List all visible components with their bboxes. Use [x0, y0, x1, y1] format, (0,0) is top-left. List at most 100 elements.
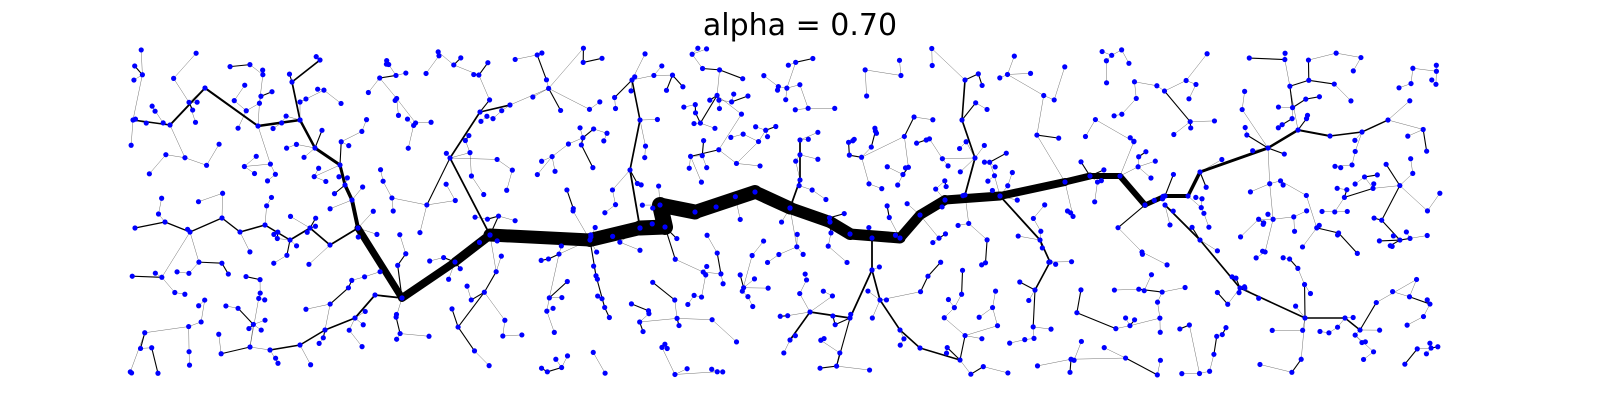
network-edge [691, 53, 703, 69]
network-edge [449, 157, 491, 236]
network-edge [339, 141, 342, 166]
network-edge [1302, 227, 1317, 248]
network-node [866, 367, 873, 373]
network-node [1068, 259, 1075, 265]
network-node [973, 100, 979, 106]
network-node [1127, 135, 1133, 141]
network-node [284, 252, 290, 258]
network-node [485, 60, 491, 66]
network-node [602, 210, 608, 216]
network-edge [313, 146, 342, 167]
network-node [1316, 222, 1322, 228]
network-node [155, 370, 161, 376]
network-node [264, 203, 270, 209]
network-node [728, 134, 734, 140]
network-node [938, 259, 944, 265]
network-edge [1361, 119, 1389, 133]
network-edge [1266, 128, 1300, 150]
network-node [979, 82, 985, 89]
network-edge [992, 290, 996, 308]
network-edge [1129, 317, 1161, 326]
network-node [137, 345, 144, 352]
network-node [128, 370, 135, 376]
network-edge [1422, 128, 1428, 152]
network-node [1405, 133, 1411, 139]
network-edge [1246, 134, 1269, 149]
network-node [1051, 97, 1057, 103]
network-edge [1134, 81, 1158, 87]
network-node [138, 47, 144, 53]
network-node [580, 45, 587, 51]
network-edge [1239, 287, 1306, 319]
network-node [793, 59, 799, 65]
network-edge [264, 205, 267, 226]
network-node [787, 337, 793, 343]
network-node [1332, 163, 1338, 169]
network-edge [313, 164, 341, 177]
network-node [1350, 314, 1356, 321]
network-edge [496, 159, 513, 171]
network-node [405, 145, 411, 151]
network-edge [204, 87, 259, 127]
network-node [805, 105, 811, 111]
network-node [1396, 85, 1402, 91]
network-edge [864, 69, 902, 76]
network-node [1433, 62, 1439, 68]
network-node [1360, 356, 1367, 363]
network-edge [244, 163, 271, 167]
network-node [588, 232, 594, 238]
network-node [271, 260, 277, 266]
network-edge [665, 74, 674, 91]
network-node [338, 139, 344, 145]
network-node [320, 335, 326, 341]
network-edge [1291, 358, 1302, 373]
network-node [319, 127, 325, 133]
network-edge [1185, 53, 1208, 81]
network-node [672, 371, 678, 378]
network-node [1279, 122, 1285, 128]
network-node [865, 288, 871, 294]
network-node [657, 202, 663, 208]
network-node [944, 344, 950, 351]
network-node [577, 125, 583, 131]
network-node [1404, 322, 1410, 328]
network-edge [1134, 81, 1137, 99]
network-edge [978, 307, 993, 318]
network-node [317, 57, 323, 63]
network-node [452, 197, 458, 204]
network-node [1071, 357, 1077, 363]
network-edge [1164, 173, 1174, 197]
network-edge [299, 344, 311, 366]
network-node [172, 289, 178, 296]
network-edge [582, 57, 603, 63]
network-node [981, 142, 987, 149]
network-node [989, 304, 996, 311]
network-edge [899, 329, 921, 349]
network-node [997, 193, 1003, 199]
network-node [345, 285, 352, 291]
network-node [468, 297, 474, 303]
network-node [507, 102, 513, 108]
network-node [599, 55, 605, 61]
network-node [1291, 214, 1297, 220]
network-node [960, 193, 966, 199]
network-node [707, 97, 713, 103]
network-node [1007, 340, 1013, 346]
network-edge [799, 132, 819, 141]
network-node [1103, 80, 1110, 86]
network-node [1214, 248, 1221, 254]
network-edge [989, 152, 1007, 163]
network-node [1377, 327, 1383, 333]
network-node [645, 308, 652, 314]
network-edge [887, 166, 904, 175]
network-node [820, 288, 826, 294]
network-node [957, 169, 963, 175]
network-node [1407, 235, 1413, 242]
network-edge [1213, 335, 1218, 355]
network-node [1113, 326, 1119, 332]
network-edge [1007, 73, 1031, 75]
network-node [951, 305, 957, 311]
network-node [810, 55, 816, 62]
network-edge [736, 141, 759, 164]
network-edge [735, 191, 756, 197]
